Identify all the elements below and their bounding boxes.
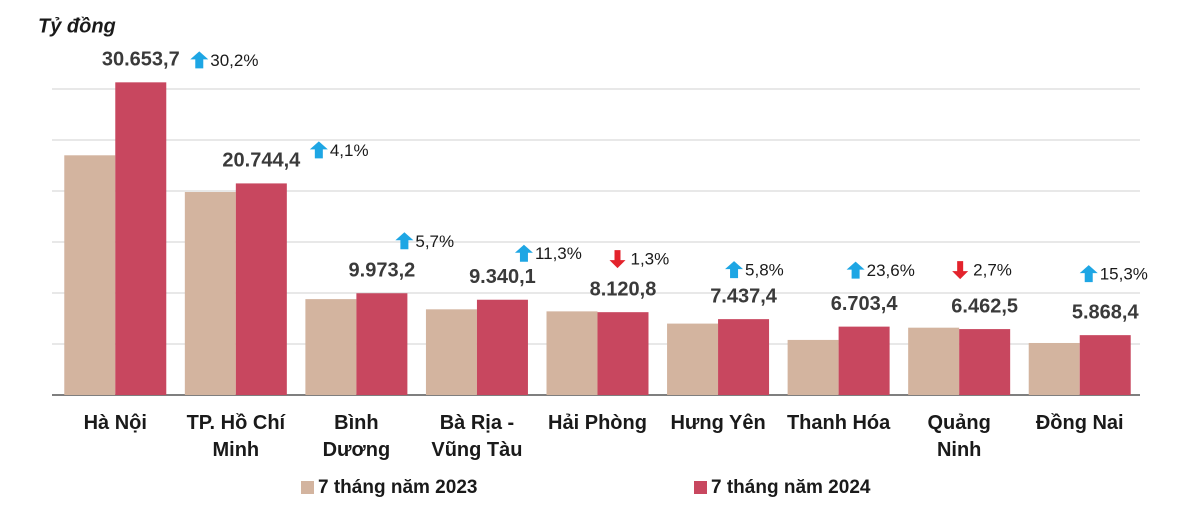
change-label: 15,3% — [1100, 265, 1148, 284]
change-label: 11,3% — [535, 244, 582, 263]
value-label: 7.437,4 — [710, 285, 778, 307]
value-label: 9.340,1 — [469, 266, 536, 288]
legend-label: 7 tháng năm 2024 — [711, 477, 871, 498]
change-label: 5,7% — [415, 232, 454, 251]
change-label: 2,7% — [973, 261, 1012, 280]
up-arrow — [1079, 265, 1098, 283]
x-tick-line: Quảng — [927, 412, 990, 434]
up-arrow — [395, 232, 414, 250]
bar — [356, 293, 408, 395]
up-arrow — [725, 261, 744, 279]
value-label: 20.744,4 — [222, 150, 301, 172]
change-label: 5,8% — [745, 261, 784, 280]
bar — [546, 311, 598, 395]
bar — [718, 319, 770, 395]
x-tick-line: Minh — [213, 439, 260, 461]
value-label: 9.973,2 — [349, 260, 416, 282]
bar — [787, 339, 839, 395]
up-arrow — [846, 261, 865, 279]
change-label: 1,3% — [631, 250, 670, 269]
bar — [425, 309, 477, 395]
bar — [476, 299, 528, 395]
value-label: 8.120,8 — [590, 278, 657, 300]
up-arrow — [309, 141, 328, 159]
x-tick-label: Hưng Yên — [670, 412, 765, 434]
value-label: 6.462,5 — [951, 295, 1018, 317]
legend-swatch — [301, 481, 314, 494]
x-tick-label: Hải Phòng — [548, 412, 647, 434]
x-tick-label: Hà Nội — [84, 412, 147, 434]
down-arrow — [609, 250, 626, 269]
x-tick-line: Hải Phòng — [548, 412, 647, 434]
value-label: 5.868,4 — [1072, 301, 1140, 323]
down-arrow — [952, 261, 969, 280]
bar — [184, 192, 236, 395]
bar — [1028, 342, 1080, 395]
x-tick-line: TP. Hồ Chí — [187, 412, 287, 434]
x-tick-line: Đồng Nai — [1036, 412, 1124, 434]
up-arrow — [190, 51, 209, 69]
bar — [235, 183, 287, 395]
change-label: 4,1% — [330, 141, 369, 160]
x-tick-label: Bình Dương — [323, 412, 391, 461]
x-tick-label: Thanh Hóa — [787, 412, 891, 434]
x-tick-line: Hà Nội — [84, 412, 147, 434]
change-label: 23,6% — [867, 261, 915, 280]
bar — [667, 323, 719, 395]
value-label: 6.703,4 — [831, 293, 899, 315]
x-tick-label: Quảng Ninh — [927, 412, 990, 461]
x-tick-line: Bình — [334, 412, 378, 434]
bar — [305, 299, 357, 395]
x-tick-label: Bà Rịa - Vũng Tàu — [431, 412, 522, 461]
x-tick-line: Ninh — [937, 439, 981, 461]
bar — [115, 82, 167, 395]
bar — [1079, 335, 1131, 395]
bar — [908, 327, 960, 395]
up-arrow — [514, 244, 533, 262]
x-tick-line: Bà Rịa - — [440, 412, 514, 434]
legend-label: 7 tháng năm 2023 — [318, 477, 477, 498]
x-tick-line: Vũng Tàu — [431, 439, 522, 461]
x-tick-label: Đồng Nai — [1036, 412, 1124, 434]
bar — [838, 326, 890, 395]
bar — [959, 329, 1011, 395]
x-tick-line: Dương — [323, 439, 391, 461]
bar — [64, 155, 116, 395]
x-tick-line: Hưng Yên — [670, 412, 765, 434]
value-label: 30.653,7 — [102, 49, 180, 71]
legend-swatch — [694, 481, 707, 494]
change-label: 30,2% — [210, 51, 258, 70]
x-tick-label: TP. Hồ Chí Minh — [187, 412, 287, 461]
bar — [597, 312, 649, 395]
x-tick-line: Thanh Hóa — [787, 412, 891, 434]
y-axis-label: Tỷ đồng — [38, 15, 116, 37]
